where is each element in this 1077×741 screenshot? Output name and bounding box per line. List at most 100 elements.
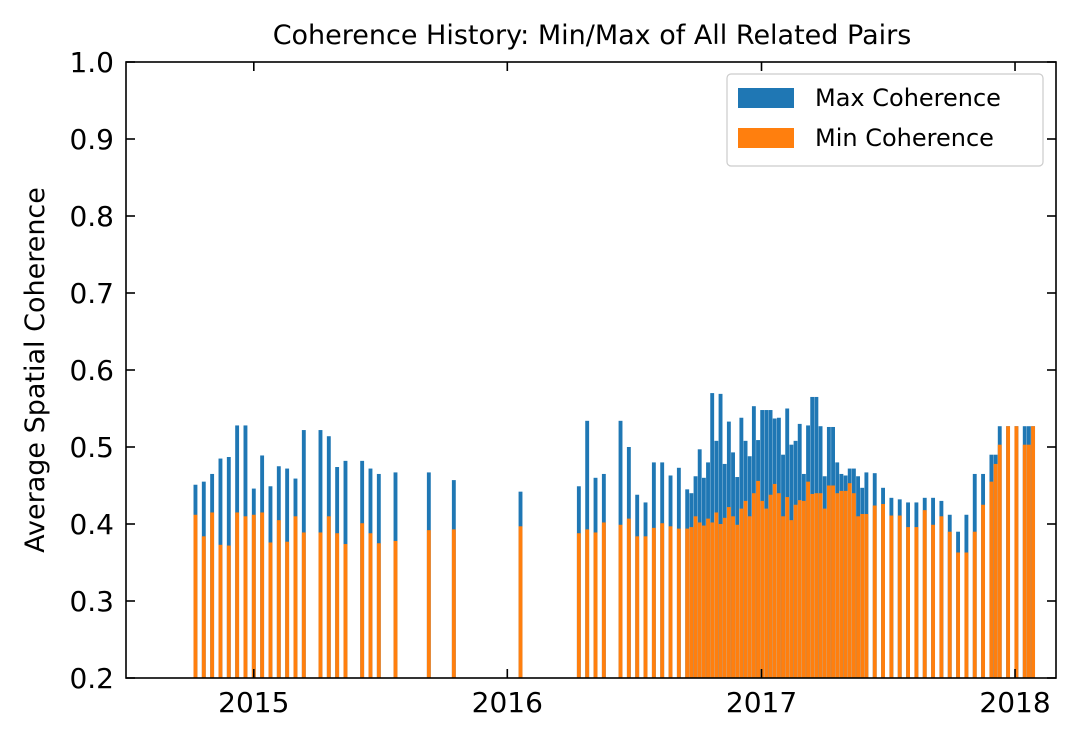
min-coherence-bar bbox=[193, 514, 198, 678]
min-coherence-bar bbox=[789, 520, 794, 678]
x-tick-label: 2018 bbox=[979, 686, 1050, 719]
min-coherence-bar bbox=[864, 513, 869, 678]
min-coherence-bar bbox=[947, 531, 952, 678]
min-coherence-bar bbox=[368, 533, 373, 678]
min-coherence-bar bbox=[251, 514, 256, 678]
min-coherence-bar bbox=[668, 526, 673, 678]
min-coherence-bar bbox=[906, 527, 910, 678]
min-coherence-bar bbox=[860, 513, 865, 678]
min-coherence-bar bbox=[1026, 444, 1031, 678]
legend-swatch-max bbox=[738, 88, 794, 108]
min-coherence-bar bbox=[706, 518, 710, 678]
min-coherence-bar bbox=[285, 541, 290, 678]
min-coherence-bar bbox=[635, 536, 640, 678]
min-coherence-bar bbox=[726, 507, 731, 678]
bars-layer bbox=[193, 393, 1036, 678]
min-coherence-bar bbox=[764, 508, 769, 678]
y-axis-label: Average Spatial Coherence bbox=[20, 187, 51, 553]
min-coherence-bar bbox=[843, 490, 848, 678]
min-coherence-bar bbox=[751, 493, 756, 678]
min-coherence-bar bbox=[772, 483, 777, 678]
min-coherence-bar bbox=[626, 518, 631, 678]
min-coherence-bar bbox=[651, 527, 656, 678]
min-coherence-bar bbox=[731, 516, 735, 678]
min-coherence-bar bbox=[318, 532, 323, 678]
y-tick-label: 0.3 bbox=[69, 585, 114, 618]
min-coherence-bar bbox=[235, 512, 240, 678]
min-coherence-bar bbox=[814, 493, 819, 678]
min-coherence-bar bbox=[839, 490, 844, 678]
min-coherence-bar bbox=[722, 517, 727, 678]
legend-box bbox=[726, 73, 1044, 167]
legend-label-max: Max Coherence bbox=[815, 84, 1001, 112]
min-coherence-bar bbox=[981, 504, 986, 678]
y-tick-label: 0.5 bbox=[69, 431, 114, 464]
min-coherence-bar bbox=[710, 522, 715, 678]
min-coherence-bar bbox=[831, 485, 835, 678]
min-coherence-bar bbox=[697, 522, 702, 678]
min-coherence-bar bbox=[218, 544, 223, 678]
min-coherence-bar bbox=[226, 545, 231, 678]
min-coherence-bar bbox=[989, 481, 994, 678]
x-tick-label: 2017 bbox=[726, 686, 797, 719]
legend-label-min: Min Coherence bbox=[815, 124, 994, 152]
min-coherence-bar bbox=[806, 481, 810, 678]
legend: Max Coherence Min Coherence bbox=[726, 73, 1044, 167]
min-coherence-bar bbox=[835, 493, 840, 678]
min-coherence-bar bbox=[643, 536, 648, 678]
min-coherence-bar bbox=[714, 512, 719, 678]
min-coherence-bar bbox=[1022, 444, 1027, 678]
min-coherence-bar bbox=[781, 516, 785, 678]
min-coherence-bar bbox=[576, 533, 581, 678]
min-coherence-bar bbox=[601, 522, 606, 678]
min-coherence-bar bbox=[760, 500, 765, 678]
y-tick-label: 0.7 bbox=[69, 277, 114, 310]
min-coherence-bar bbox=[1006, 426, 1011, 678]
min-coherence-bar bbox=[972, 531, 977, 678]
y-tick-label: 0.4 bbox=[69, 508, 114, 541]
min-coherence-bar bbox=[785, 497, 790, 678]
min-coherence-bar bbox=[797, 500, 802, 678]
min-coherence-bar bbox=[618, 524, 623, 678]
min-coherence-bar bbox=[931, 524, 936, 678]
min-coherence-bar bbox=[847, 483, 852, 678]
min-coherence-bar bbox=[801, 500, 806, 678]
min-coherence-bar bbox=[426, 530, 431, 678]
min-coherence-bar bbox=[593, 532, 598, 678]
min-coherence-bar bbox=[851, 493, 856, 678]
min-coherence-bar bbox=[360, 523, 365, 678]
y-tick-label: 0.2 bbox=[69, 662, 114, 695]
y-tick-label: 1.0 bbox=[69, 46, 114, 79]
min-coherence-bar bbox=[701, 525, 706, 678]
min-coherence-bar bbox=[997, 444, 1002, 678]
min-coherence-bar bbox=[872, 505, 877, 678]
min-coherence-bar bbox=[889, 515, 894, 678]
min-coherence-bar bbox=[201, 536, 206, 678]
x-tick-label: 2015 bbox=[218, 686, 289, 719]
min-coherence-bar bbox=[451, 529, 456, 678]
min-coherence-bar bbox=[689, 527, 694, 678]
min-coherence-bar bbox=[660, 523, 665, 678]
min-coherence-bar bbox=[793, 504, 798, 678]
min-coherence-bar bbox=[1031, 426, 1036, 678]
min-coherence-bar bbox=[922, 510, 927, 678]
min-coherence-bar bbox=[964, 552, 969, 678]
min-coherence-bar bbox=[1014, 426, 1019, 678]
min-coherence-bar bbox=[768, 494, 773, 678]
min-coherence-bar bbox=[743, 500, 748, 678]
min-coherence-bar bbox=[268, 542, 273, 678]
min-coherence-bar bbox=[585, 529, 590, 678]
min-coherence-bar bbox=[956, 552, 961, 678]
min-coherence-bar bbox=[718, 524, 723, 678]
min-coherence-bar bbox=[260, 512, 265, 678]
y-tick-label: 0.9 bbox=[69, 123, 114, 156]
min-coherence-bar bbox=[776, 493, 781, 678]
min-coherence-bar bbox=[693, 516, 698, 678]
min-coherence-bar bbox=[518, 526, 523, 678]
min-coherence-bar bbox=[993, 463, 998, 678]
min-coherence-bar bbox=[343, 544, 348, 678]
min-coherence-bar bbox=[939, 516, 944, 678]
axes-layer: 0.2 0.3 0.4 0.5 0.6 0.7 0.8 0.9 1.0 2015 2016 2017 2… bbox=[69, 46, 1057, 719]
min-coherence-bar bbox=[881, 503, 885, 678]
